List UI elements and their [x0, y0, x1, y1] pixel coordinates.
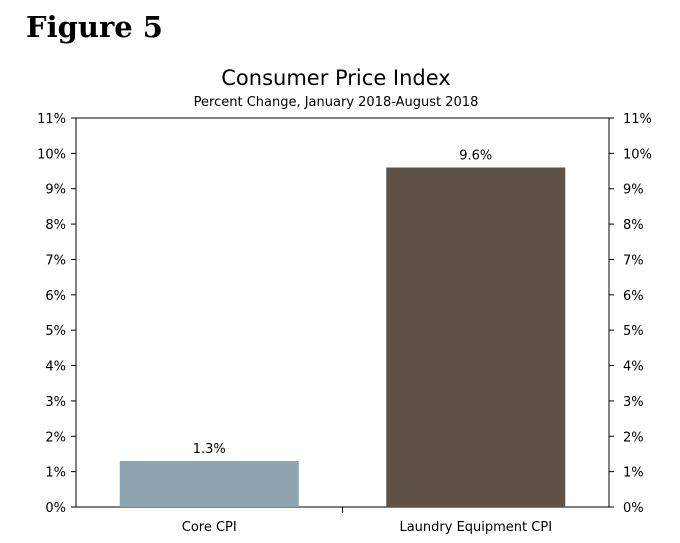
right-tick-label: 5% [623, 324, 644, 339]
left-tick-label: 3% [45, 395, 66, 410]
category-label: Laundry Equipment CPI [399, 520, 552, 535]
right-tick-label: 0% [623, 501, 644, 516]
left-tick-label: 7% [45, 253, 66, 268]
left-tick-label: 10% [37, 147, 66, 162]
right-tick-label: 7% [623, 253, 644, 268]
bars: 1.3% 9.6% [119, 149, 566, 507]
left-tick-label: 5% [45, 324, 66, 339]
right-tick-label: 3% [623, 395, 644, 410]
bar-data-label: 9.6% [459, 149, 492, 164]
bar-laundry-equipment-cpi [386, 167, 566, 507]
category-labels: Core CPI Laundry Equipment CPI [182, 507, 552, 535]
left-tick-label: 2% [45, 430, 66, 445]
left-tick-label: 9% [45, 183, 66, 198]
bar-data-label: 1.3% [193, 442, 226, 457]
right-tick-label: 8% [623, 218, 644, 233]
right-tick-label: 1% [623, 466, 644, 481]
left-tick-label: 0% [45, 501, 66, 516]
right-tick-label: 4% [623, 360, 644, 375]
left-tick-label: 6% [45, 289, 66, 304]
left-tick-label: 8% [45, 218, 66, 233]
right-tick-label: 6% [623, 289, 644, 304]
category-label: Core CPI [182, 520, 237, 535]
figure-label: Figure 5 [26, 10, 163, 44]
left-tick-label: 1% [45, 466, 66, 481]
left-tick-label: 4% [45, 360, 66, 375]
right-tick-label: 10% [623, 147, 652, 162]
chart-title: Consumer Price Index [221, 66, 450, 90]
chart-subtitle: Percent Change, January 2018-August 2018 [194, 95, 479, 110]
right-tick-label: 11% [623, 112, 652, 127]
right-axis: 0% 1% 2% 3% 4% 5% 6% 7% 8% 9% 10% 11% [609, 112, 652, 516]
bar-core-cpi [119, 461, 299, 507]
left-axis: 0% 1% 2% 3% 4% 5% 6% 7% 8% 9% 10% 11% [37, 112, 76, 516]
left-tick-label: 11% [37, 112, 66, 127]
right-tick-label: 2% [623, 430, 644, 445]
right-tick-label: 9% [623, 183, 644, 198]
